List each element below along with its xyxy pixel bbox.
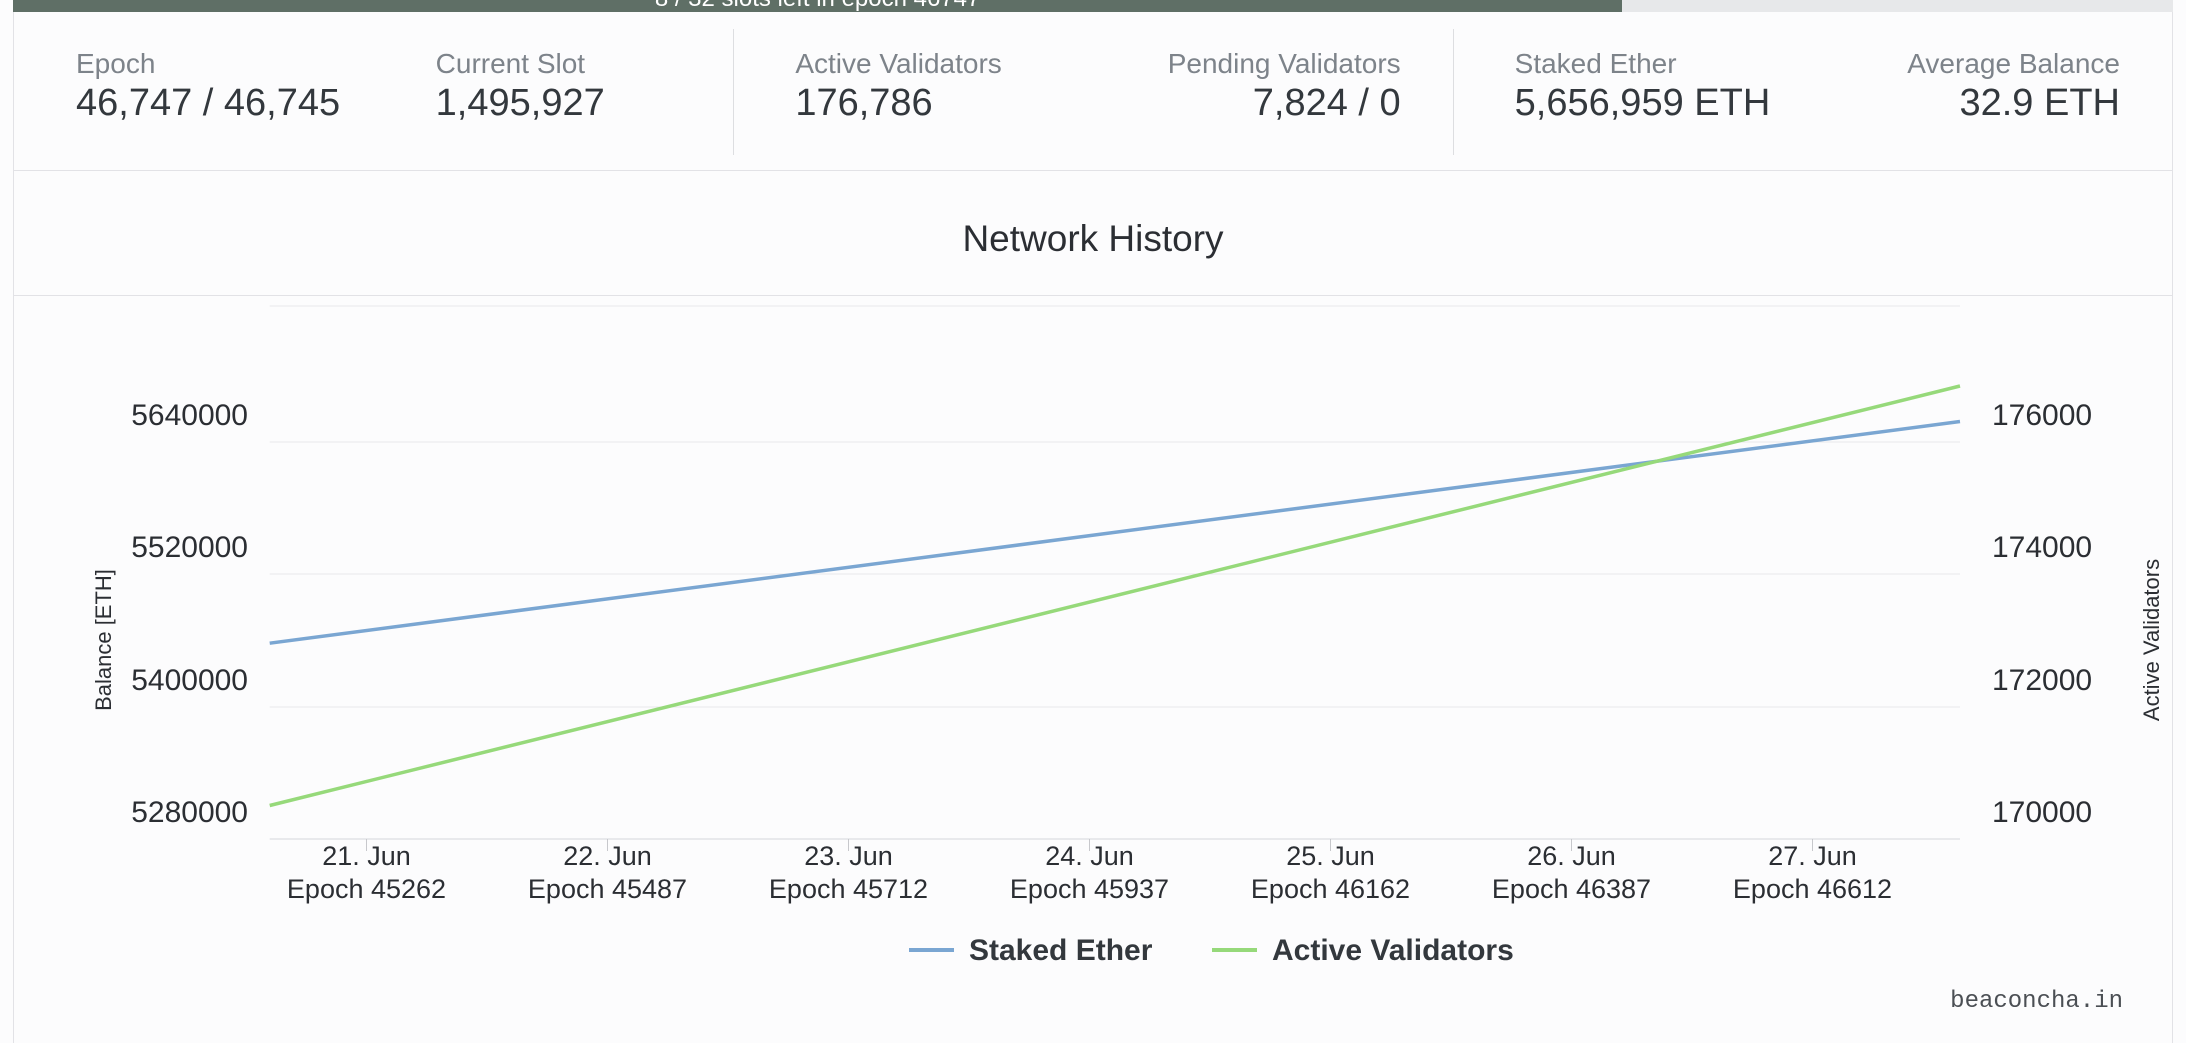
- svg-text:22. Jun: 22. Jun: [563, 841, 652, 871]
- svg-text:Epoch 46162: Epoch 46162: [1251, 874, 1410, 904]
- svg-text:Epoch 46387: Epoch 46387: [1492, 874, 1651, 904]
- svg-text:27. Jun: 27. Jun: [1768, 841, 1857, 871]
- svg-text:beaconcha.in: beaconcha.in: [1950, 988, 2123, 1015]
- svg-text:Active Validators: Active Validators: [1272, 934, 1514, 967]
- svg-text:170000: 170000: [1992, 796, 2092, 829]
- svg-text:Epoch 45937: Epoch 45937: [1010, 874, 1169, 904]
- svg-text:176000: 176000: [1992, 399, 2092, 432]
- svg-text:5400000: 5400000: [131, 664, 248, 697]
- svg-text:Epoch 45262: Epoch 45262: [287, 874, 446, 904]
- svg-text:23. Jun: 23. Jun: [804, 841, 893, 871]
- svg-text:172000: 172000: [1992, 664, 2092, 697]
- svg-text:Epoch 46612: Epoch 46612: [1733, 874, 1892, 904]
- svg-text:5280000: 5280000: [131, 796, 248, 829]
- svg-text:Balance [ETH]: Balance [ETH]: [91, 569, 116, 711]
- svg-text:21. Jun: 21. Jun: [322, 841, 411, 871]
- svg-text:5520000: 5520000: [131, 531, 248, 564]
- svg-text:26. Jun: 26. Jun: [1527, 841, 1616, 871]
- svg-text:Active Validators: Active Validators: [2139, 559, 2164, 721]
- svg-text:Epoch 45487: Epoch 45487: [528, 874, 687, 904]
- svg-text:24. Jun: 24. Jun: [1045, 841, 1134, 871]
- svg-text:5640000: 5640000: [131, 399, 248, 432]
- svg-text:174000: 174000: [1992, 531, 2092, 564]
- svg-text:Epoch 45712: Epoch 45712: [769, 874, 928, 904]
- svg-text:Staked Ether: Staked Ether: [969, 934, 1153, 967]
- svg-text:25. Jun: 25. Jun: [1286, 841, 1375, 871]
